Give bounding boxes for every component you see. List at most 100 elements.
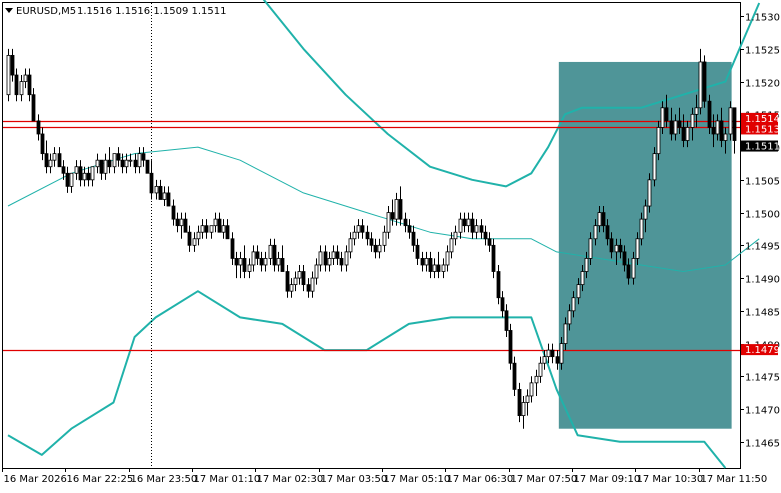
candle-body-bear [183, 218, 188, 233]
candle-body-bull [128, 159, 133, 162]
candle-body-bear [217, 218, 222, 233]
candle-body-bull [588, 238, 593, 259]
candle-body-bull [542, 356, 547, 364]
candle-body-bear [496, 271, 501, 299]
x-tick-label: 17 Mar 10:30 [637, 474, 704, 485]
symbol-label: EURUSD,M5 [16, 6, 76, 17]
candle-body-bull [563, 323, 568, 344]
candle-body-bull [453, 231, 458, 240]
price-label-text: 1.1514 [745, 114, 780, 125]
candle-body-bear [306, 284, 311, 292]
candle-body-bear [99, 159, 104, 174]
candle-body-bear [323, 251, 328, 266]
candle-body-bull [394, 199, 399, 220]
candle-body-bull [571, 297, 576, 312]
candle-body-bull [639, 218, 644, 240]
candle-body-bull [344, 251, 349, 266]
candle-body-bull [247, 264, 252, 272]
candle-body-bull [597, 212, 602, 227]
candle-body-bear [234, 258, 239, 266]
candle-body-bull [293, 277, 298, 286]
candle-body-bear [365, 231, 370, 240]
candle-body-bull [263, 258, 268, 266]
candle-body-bear [605, 225, 610, 240]
candle-body-bear [491, 244, 496, 272]
candle-body-bear [86, 172, 91, 181]
candle-body-bear [187, 231, 192, 246]
candle-body-bear [230, 238, 235, 259]
candle-body-bull [635, 238, 640, 259]
price-label-text: 1.1513 [745, 124, 780, 135]
candle-body-bear [479, 225, 484, 233]
candle-body-bear [44, 153, 49, 168]
candle-body-bear [149, 172, 154, 194]
chart-header: EURUSD,M5 1.1516 1.1516 1.1509 1.1511 [5, 6, 227, 17]
y-tick-label: 1.1475 [745, 373, 780, 384]
candle-body-bear [65, 172, 70, 187]
candle-body-bull [137, 153, 142, 168]
y-tick-label: 1.1520 [745, 79, 780, 90]
candle-body-bear [403, 218, 408, 227]
candle-body-bull [631, 258, 636, 279]
candle-body-bull [112, 153, 117, 168]
x-tick-label: 17 Mar 11:50 [701, 474, 768, 485]
candle-body-bear [512, 362, 517, 390]
candle-body-bull [474, 225, 479, 233]
x-tick-label: 16 Mar 2026 [4, 474, 67, 485]
candle-body-bull [318, 251, 323, 266]
x-tick-label: 17 Mar 07:50 [511, 474, 578, 485]
candle-body-bear [360, 225, 365, 233]
candle-body-bull [74, 166, 79, 174]
candle-body-bull [449, 238, 454, 253]
candle-body-bull [614, 244, 619, 253]
candle-body-bear [27, 74, 32, 96]
x-tick-label: 17 Mar 05:10 [384, 474, 451, 485]
candle-body-bull [209, 225, 214, 233]
candle-body-bear [280, 258, 285, 272]
candle-body-bear [398, 199, 403, 220]
candle-body-bear [141, 153, 146, 161]
y-tick-label: 1.1495 [745, 242, 780, 253]
candle-body-bull [238, 258, 243, 266]
candle-body-bull [95, 159, 100, 168]
candle-body-bull [23, 74, 28, 82]
candle-body-bull [466, 218, 471, 227]
candle-body-bull [48, 159, 53, 168]
candle-body-bull [698, 61, 703, 109]
candle-body-bear [272, 244, 277, 266]
candle-body-bull [154, 185, 159, 194]
candle-body-bull [352, 231, 357, 240]
candle-body-bear [390, 212, 395, 220]
candle-body-bear [702, 61, 707, 102]
candle-body-bear [175, 218, 180, 227]
price-label-box [741, 344, 778, 356]
candle-body-bull [348, 238, 353, 253]
price-label-text: 1.1479 [745, 345, 780, 356]
candle-body-bear [517, 389, 522, 417]
symbol-dropdown-icon[interactable] [5, 8, 13, 13]
highlight-box-layer [558, 61, 732, 429]
x-tick-label: 17 Mar 09:10 [574, 474, 641, 485]
candle-body-bear [301, 271, 306, 286]
candle-body-bull [690, 113, 695, 128]
candle-body-bull [331, 251, 336, 259]
candle-body-bull [584, 258, 589, 272]
candle-body-bear [255, 251, 260, 259]
candle-body-bull [593, 225, 598, 240]
y-tick-label: 1.1470 [745, 406, 780, 417]
candle-body-bull [694, 107, 699, 115]
candle-body-bull [297, 271, 302, 279]
candle-body-bull [69, 172, 74, 187]
candle-body-bear [40, 133, 45, 155]
price-label-box [741, 140, 778, 152]
candle-body-bull [728, 107, 733, 135]
price-label-box [741, 123, 778, 135]
candle-body-bull [356, 225, 361, 233]
candle-body-bull [660, 107, 665, 128]
candle-body-bull [6, 54, 11, 96]
candle-body-bull [19, 81, 24, 96]
candle-body-bear [677, 120, 682, 128]
